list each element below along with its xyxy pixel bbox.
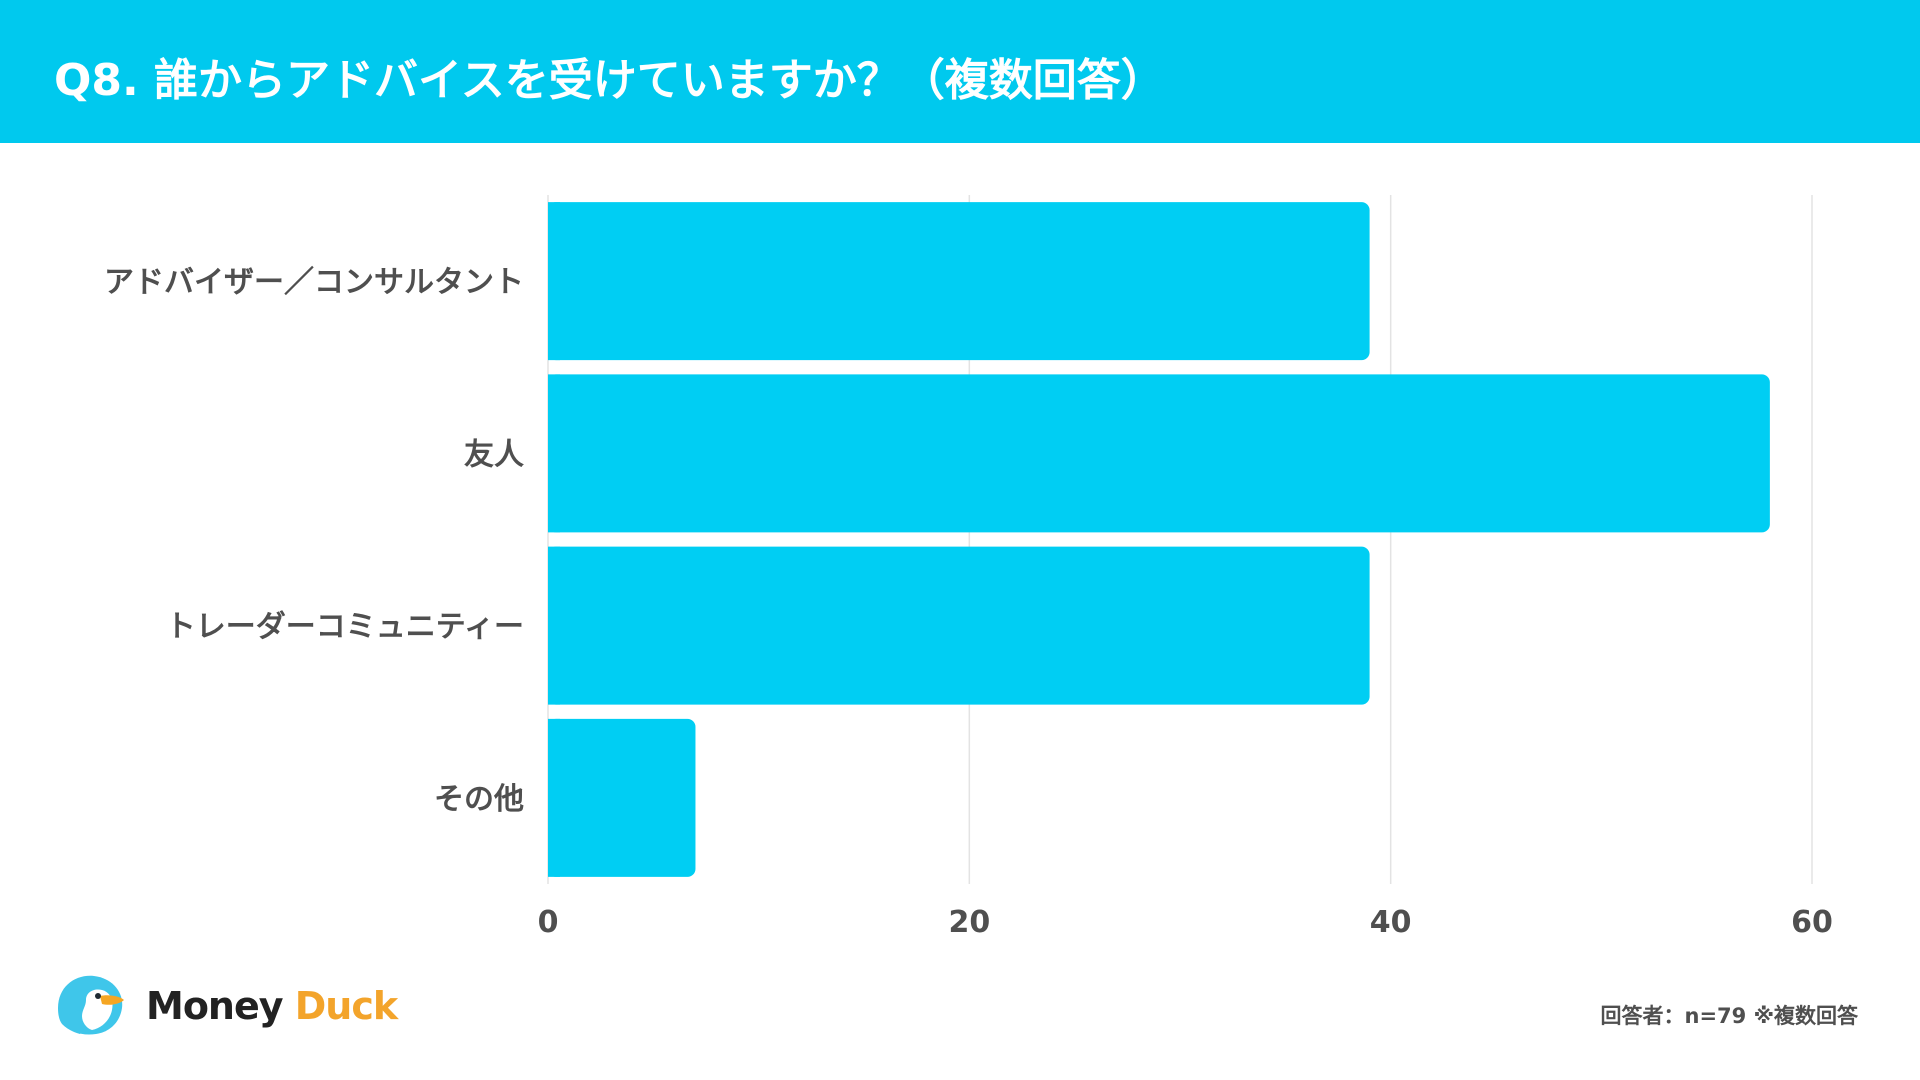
header-banner: Q8. 誰からアドバイスを受けていますか？（複数回答） [0, 0, 1920, 143]
respondent-note: 回答者：n=79 ※複数回答 [1600, 1004, 1859, 1028]
bar-0 [548, 202, 1370, 361]
logo-word-money: Money [146, 984, 284, 1028]
category-label: 友人 [464, 437, 524, 472]
x-tick-label: 60 [1791, 905, 1833, 940]
bar-3 [548, 718, 696, 877]
money-duck-logo: Money Duck [52, 970, 412, 1040]
category-label: トレーダーコミュニティー [166, 610, 524, 645]
bar-1-base [548, 374, 560, 533]
bar-2-base [548, 546, 560, 705]
category-label: アドバイザー／コンサルタント [104, 265, 524, 300]
x-tick-label: 40 [1370, 905, 1412, 940]
duck-icon [58, 975, 124, 1035]
category-label: その他 [434, 782, 524, 817]
x-axis-ticks: 0 20 40 60 [538, 905, 1833, 940]
bar-3-base [548, 718, 560, 877]
x-tick-label: 20 [948, 905, 990, 940]
logo-word-duck: Duck [294, 984, 398, 1028]
bar-1 [548, 374, 1770, 533]
bars [548, 202, 1770, 877]
page-title: Q8. 誰からアドバイスを受けていますか？（複数回答） [54, 55, 1165, 106]
bar-2 [548, 546, 1370, 705]
bar-0-base [548, 202, 560, 361]
x-tick-label: 0 [538, 905, 559, 940]
